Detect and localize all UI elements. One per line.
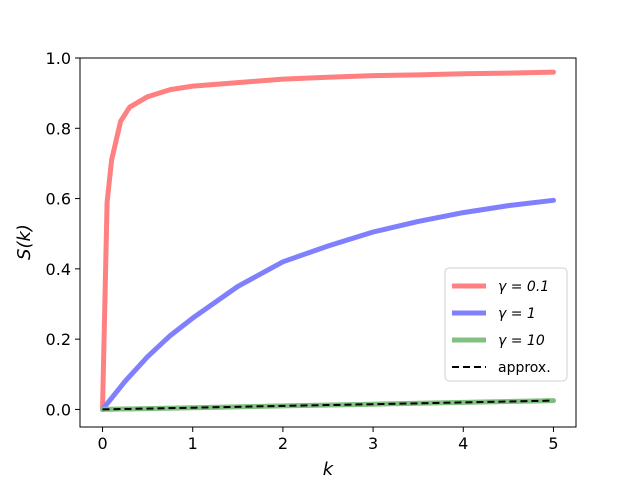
x-tick-label: 1 <box>188 434 198 453</box>
legend-label-3: approx. <box>498 360 551 376</box>
x-tick-label: 4 <box>458 434 468 453</box>
plot-frame <box>79 57 577 428</box>
y-tick-label: 0.2 <box>46 330 71 349</box>
x-tick-label: 3 <box>368 434 378 453</box>
y-tick-label: 0.8 <box>46 119 71 138</box>
series-layer <box>100 69 556 412</box>
series-line-0 <box>100 69 556 412</box>
x-tick-label: 2 <box>278 434 288 453</box>
series-line-3 <box>102 399 554 411</box>
legend-label-0: γ = 0.1 <box>498 279 549 295</box>
legend-label-1: γ = 1 <box>498 306 536 322</box>
x-axis-label: k <box>323 459 335 480</box>
y-axis-label: S(k) <box>14 224 35 260</box>
x-tick-label: 0 <box>97 434 107 453</box>
series-line-1 <box>100 197 556 412</box>
legend-label-2: γ = 10 <box>498 333 545 349</box>
legend-box <box>444 267 568 382</box>
legend: γ = 0.1 γ = 1 γ = 10 approx. <box>444 267 568 382</box>
y-tick-label: 0.0 <box>46 400 71 419</box>
x-tick-label: 5 <box>548 434 558 453</box>
y-tick-label: 1.0 <box>46 49 71 68</box>
x-axis: 0 1 2 3 4 5 <box>97 427 559 453</box>
y-axis: 0.0 0.2 0.4 0.6 0.8 1.0 <box>46 49 80 419</box>
y-tick-label: 0.4 <box>46 260 71 279</box>
y-tick-label: 0.6 <box>46 190 71 209</box>
